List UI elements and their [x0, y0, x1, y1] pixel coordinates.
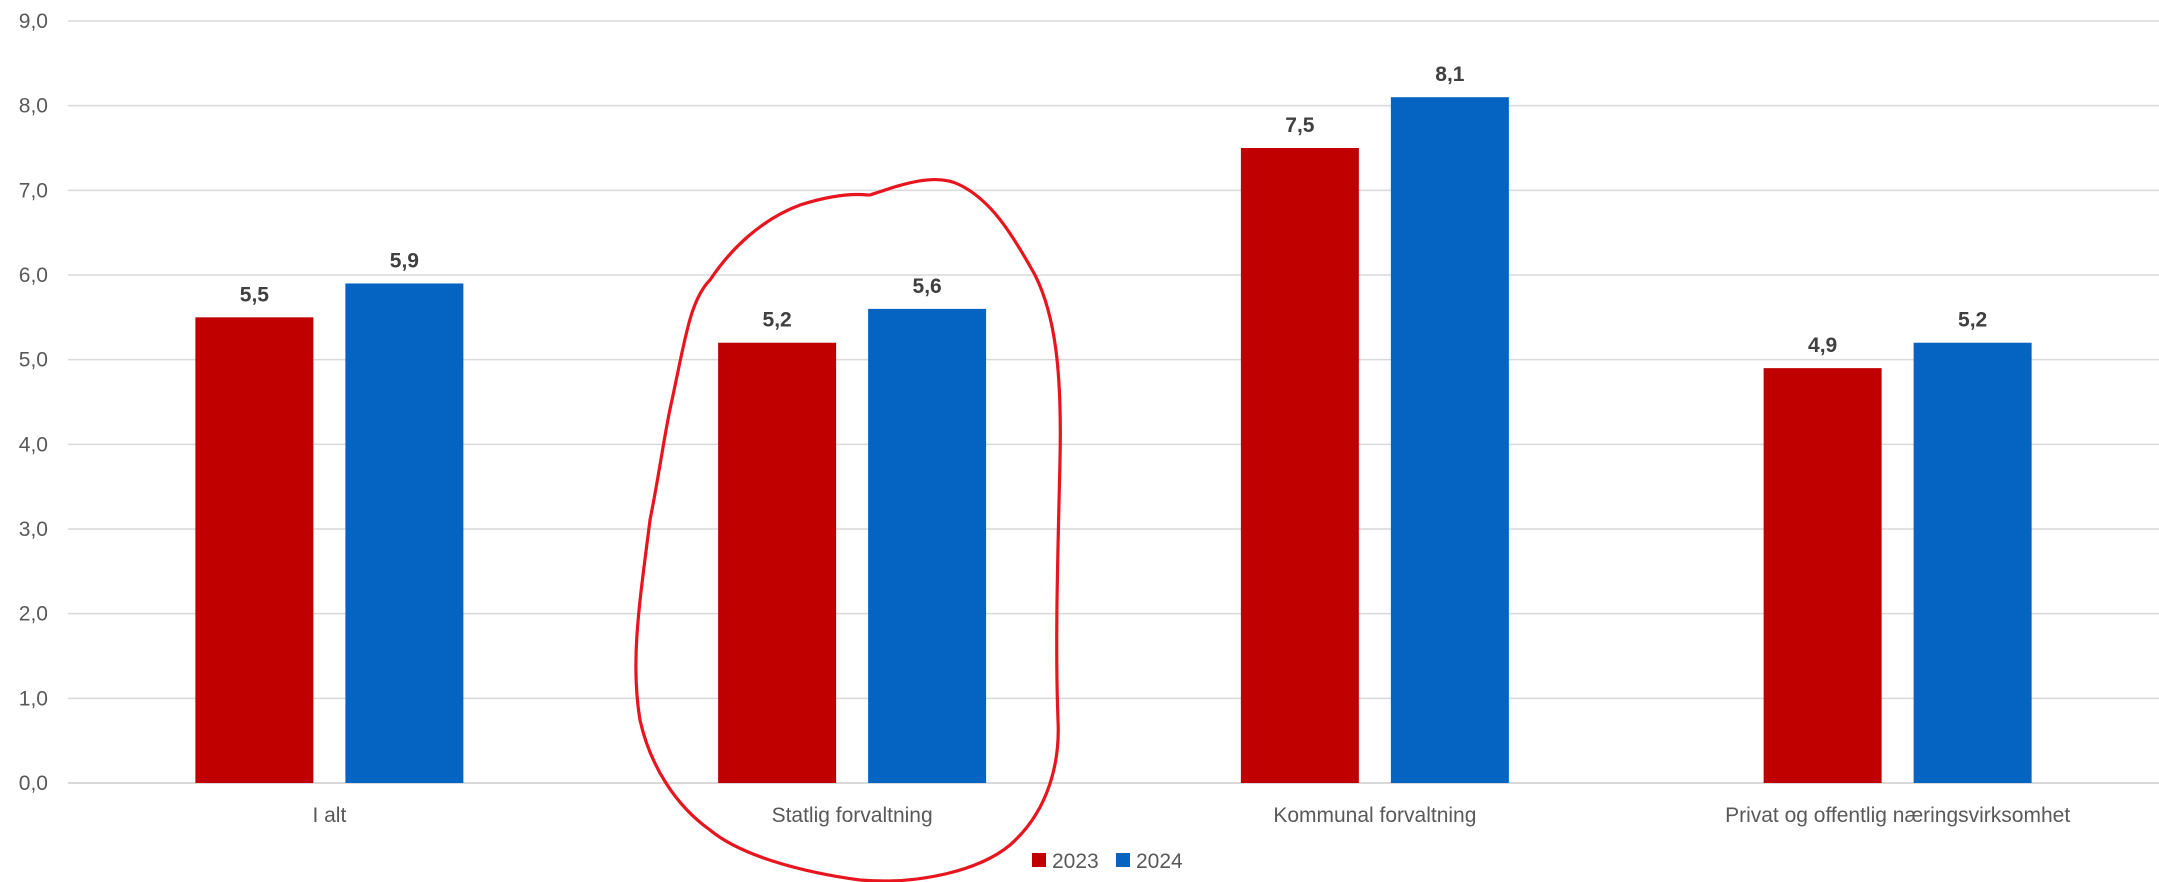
y-tick-label: 1,0	[19, 687, 48, 710]
bar-2023-0	[195, 317, 314, 783]
x-axis-categories: I alt Statlig forvaltning Kommunal forvalt…	[312, 804, 2070, 827]
category-label: I alt	[312, 804, 346, 827]
y-tick-label: 7,0	[19, 179, 48, 202]
y-tick-label: 9,0	[19, 10, 48, 33]
bar-2023-2	[1240, 148, 1359, 783]
bar-2024-1	[868, 308, 987, 783]
bar-2024-2	[1390, 97, 1509, 783]
legend-label-2023: 2023	[1052, 850, 1099, 873]
bar-2023-1	[718, 342, 837, 783]
annotation-layer	[634, 177, 1062, 882]
data-label: 5,2	[763, 309, 792, 332]
y-tick-label: 4,0	[19, 433, 48, 456]
data-label: 5,9	[390, 249, 419, 272]
data-label: 7,5	[1285, 114, 1315, 137]
category-label: Privat og offentlig næringsvirksomhet	[1725, 804, 2070, 827]
bar-2024-0	[345, 283, 464, 783]
data-labels: 5,5 5,9 5,2 5,6 7,5 8,1 4,9 5,2	[240, 63, 1987, 357]
legend-swatch-2023	[1032, 853, 1046, 867]
data-label: 5,2	[1958, 309, 1987, 332]
data-label: 8,1	[1435, 63, 1465, 86]
data-label: 4,9	[1808, 334, 1837, 357]
data-label: 5,5	[240, 283, 270, 306]
bar-2023-3	[1763, 368, 1882, 783]
category-label: Kommunal forvaltning	[1273, 804, 1476, 827]
y-tick-label: 3,0	[19, 518, 48, 541]
y-axis-ticks: 0,0 1,0 2,0 3,0 4,0 5,0 6,0 7,0 8,0 9,0	[19, 10, 48, 795]
y-tick-label: 6,0	[19, 264, 48, 287]
bar-2024-3	[1913, 342, 2032, 783]
legend-swatch-2024	[1116, 853, 1130, 867]
legend-label-2024: 2024	[1136, 850, 1183, 873]
hand-drawn-circle-annotation	[634, 177, 1062, 882]
legend: 2023 2024	[1032, 850, 1183, 873]
bars	[195, 97, 2032, 783]
category-label: Statlig forvaltning	[772, 804, 933, 827]
y-tick-label: 5,0	[19, 349, 48, 372]
y-tick-label: 8,0	[19, 95, 48, 118]
data-label: 5,6	[913, 275, 942, 298]
y-tick-label: 2,0	[19, 603, 48, 626]
y-tick-label: 0,0	[19, 772, 48, 795]
